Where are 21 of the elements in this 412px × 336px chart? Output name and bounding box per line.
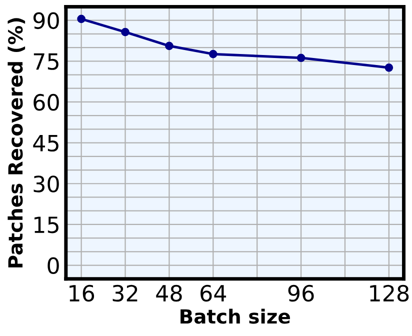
y-tick-label: 0	[48, 257, 59, 274]
y-tick-label: 60	[34, 94, 59, 111]
point	[384, 64, 394, 72]
point	[165, 42, 174, 50]
x-axis-title: Batch size	[180, 308, 290, 324]
x-tick-label: 16	[70, 284, 94, 302]
y-tick-label: 90	[33, 12, 59, 30]
y-tick-label: 45	[33, 135, 58, 152]
x-tick-label: 128	[370, 284, 409, 302]
y-axis-title: Patches Recovered (%)	[8, 18, 26, 268]
x-tick-label: 64	[200, 284, 226, 302]
x-tick-label: 32	[112, 284, 138, 302]
point	[77, 14, 86, 24]
y-tick-label: 15	[34, 216, 58, 234]
x-tick-label: 48	[156, 284, 182, 302]
x-tick-label: 96	[288, 284, 314, 302]
y-tick-label: 75	[34, 53, 58, 70]
point	[121, 28, 130, 36]
point	[296, 54, 306, 62]
point	[208, 50, 218, 58]
y-tick-label: 30	[34, 176, 59, 192]
